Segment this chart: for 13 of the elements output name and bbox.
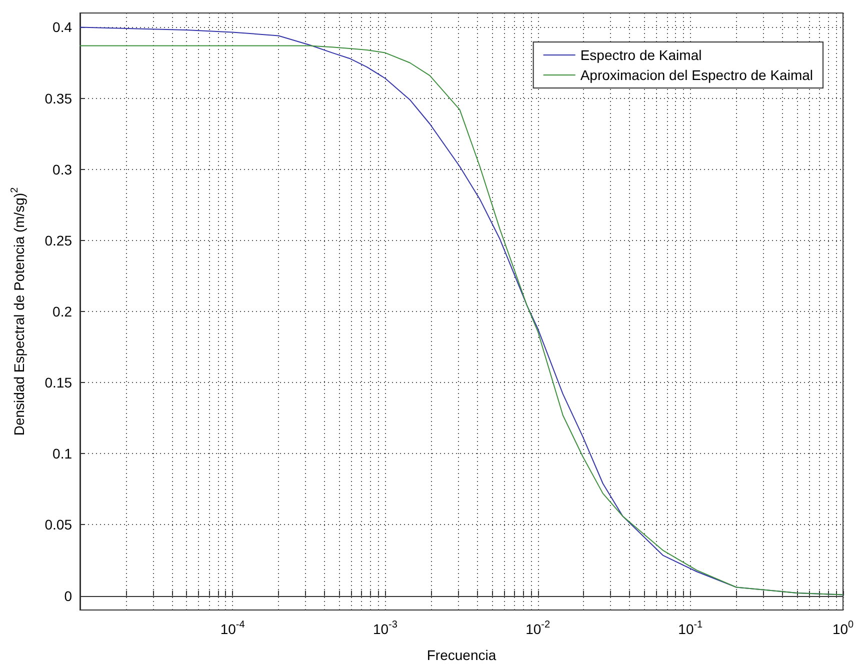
y-tick-label: 0.25 (44, 232, 72, 248)
y-tick-label: 0.2 (52, 304, 72, 320)
legend-label: Aproximacion del Espectro de Kaimal (580, 67, 814, 83)
legend-label: Espectro de Kaimal (580, 47, 702, 63)
y-tick-label: 0.3 (52, 161, 72, 178)
y-axis-title: Densidad Espectral de Potencia (m/sg)2 (10, 186, 27, 436)
x-axis-title: Frecuencia (426, 647, 496, 663)
y-tick-label: 0.35 (44, 90, 72, 106)
y-tick-label: 0.15 (44, 374, 72, 391)
y-tick-label: 0 (64, 588, 72, 604)
y-tick-label: 0.4 (52, 19, 72, 36)
y-tick-label: 0.1 (52, 446, 72, 462)
y-tick-label: 0.05 (44, 516, 72, 533)
